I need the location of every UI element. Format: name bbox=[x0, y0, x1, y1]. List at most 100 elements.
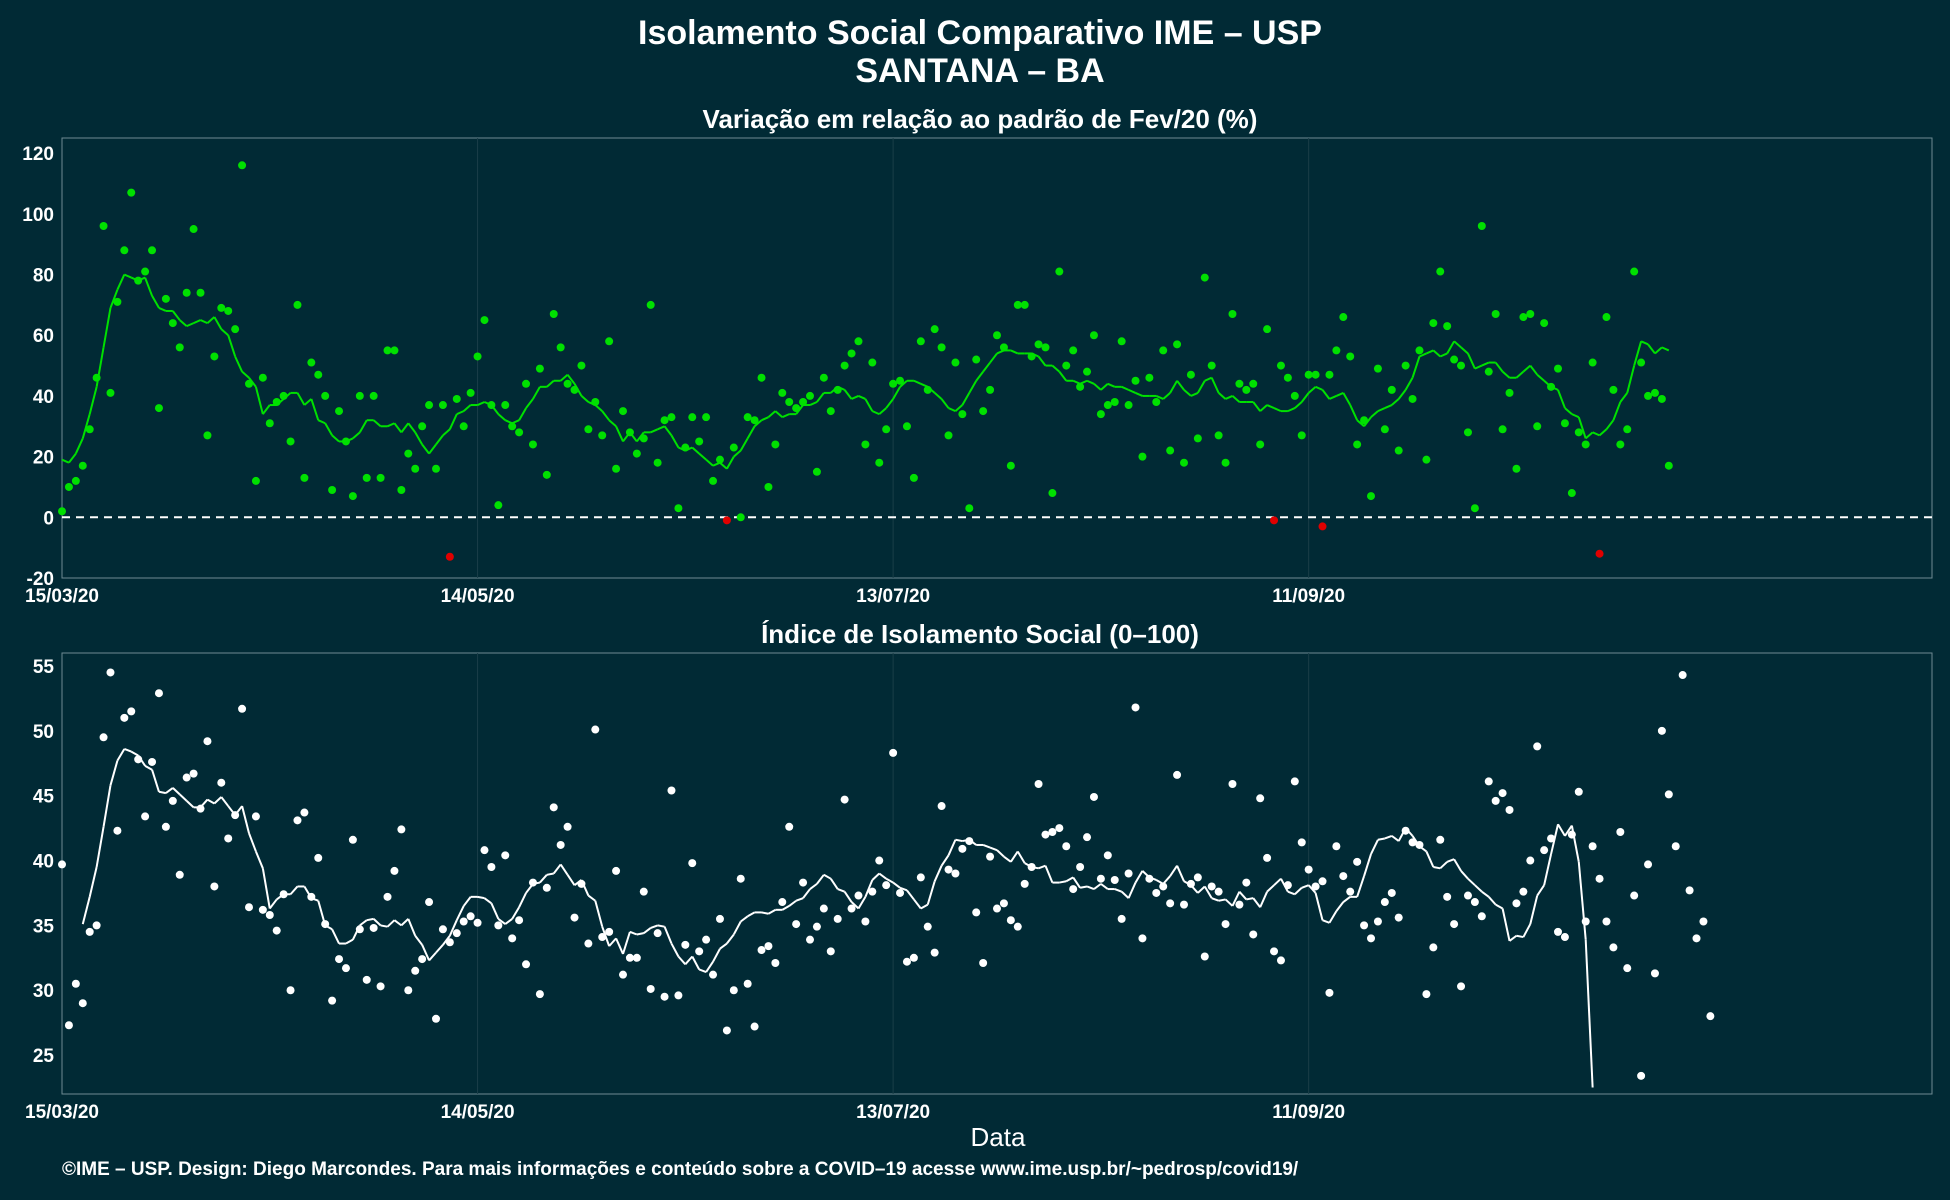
data-point bbox=[1664, 461, 1673, 470]
trend-line-segment bbox=[400, 918, 409, 927]
trend-line-segment bbox=[296, 392, 306, 406]
trend-line-segment bbox=[934, 392, 943, 400]
trend-line-segment bbox=[1474, 884, 1483, 893]
data-point bbox=[1450, 920, 1459, 929]
data-point bbox=[1470, 898, 1479, 907]
data-point bbox=[812, 922, 821, 931]
trend-line-segment bbox=[691, 956, 701, 970]
trend-line-segment bbox=[871, 872, 880, 881]
data-point bbox=[570, 913, 579, 922]
data-point bbox=[161, 294, 170, 303]
data-point bbox=[882, 425, 891, 434]
trend-line-segment bbox=[213, 796, 222, 805]
data-point bbox=[1533, 422, 1542, 431]
data-point bbox=[833, 385, 842, 394]
trend-line-segment bbox=[130, 750, 139, 757]
data-point bbox=[993, 904, 1001, 913]
trend-line-segment bbox=[324, 422, 333, 436]
data-point bbox=[376, 473, 385, 482]
trend-line-segment bbox=[740, 915, 749, 923]
data-point bbox=[902, 957, 911, 966]
trend-line-segment bbox=[864, 398, 874, 412]
data-point bbox=[99, 733, 108, 742]
data-point bbox=[397, 486, 406, 494]
data-point bbox=[134, 755, 143, 764]
data-point bbox=[1408, 838, 1417, 847]
trend-line-segment bbox=[857, 896, 867, 910]
data-point bbox=[1554, 364, 1562, 373]
data-point bbox=[300, 808, 309, 817]
trend-line-segment bbox=[532, 386, 541, 400]
data-point bbox=[161, 822, 170, 831]
data-point bbox=[591, 725, 600, 734]
trend-line-segment bbox=[220, 328, 229, 336]
trend-line-segment bbox=[1626, 365, 1636, 394]
data-point bbox=[944, 431, 953, 440]
trend-line-segment bbox=[643, 927, 652, 934]
data-point bbox=[1103, 851, 1112, 860]
trend-line-segment bbox=[144, 764, 153, 771]
trend-line-segment bbox=[380, 924, 388, 928]
trend-line-segment bbox=[1314, 892, 1324, 921]
panel2-title: Índice de Isolamento Social (0–100) bbox=[761, 619, 1199, 649]
data-point bbox=[466, 388, 475, 397]
data-point bbox=[314, 853, 323, 862]
trend-line-segment bbox=[1577, 861, 1587, 940]
trend-line-segment bbox=[1259, 404, 1268, 412]
data-point bbox=[1138, 934, 1147, 943]
data-point bbox=[563, 379, 572, 388]
data-point bbox=[1228, 780, 1237, 789]
data-point bbox=[293, 816, 302, 825]
trend-line-segment bbox=[255, 851, 264, 869]
data-point bbox=[1131, 703, 1140, 712]
trend-line-segment bbox=[996, 849, 1005, 858]
trend-line-segment bbox=[1508, 934, 1518, 942]
trend-line-segment bbox=[88, 866, 98, 898]
data-point bbox=[1637, 1071, 1646, 1080]
trend-line-segment bbox=[1322, 919, 1330, 924]
y-tick-label: 45 bbox=[33, 787, 55, 808]
data-point bbox=[799, 878, 808, 887]
trend-line-segment bbox=[1522, 364, 1531, 373]
trend-line-segment bbox=[920, 903, 929, 910]
data-point bbox=[480, 846, 489, 855]
trend-line-segment bbox=[926, 880, 936, 905]
trend-line-segment bbox=[1294, 401, 1303, 409]
trend-line-segment bbox=[241, 370, 250, 379]
trend-line-segment bbox=[116, 274, 126, 291]
trend-line-segment bbox=[802, 888, 811, 899]
trend-line-segment bbox=[393, 422, 403, 433]
data-point bbox=[1380, 898, 1389, 907]
trend-line-segment bbox=[615, 425, 624, 442]
trend-line-segment bbox=[975, 371, 984, 382]
trend-line-segment bbox=[1370, 839, 1379, 855]
y-tick-label: 100 bbox=[22, 205, 54, 226]
data-point bbox=[653, 929, 662, 938]
data-point bbox=[286, 986, 295, 995]
data-point bbox=[639, 434, 648, 443]
data-point bbox=[1463, 428, 1472, 437]
trend-line-segment bbox=[1397, 389, 1407, 400]
data-point bbox=[452, 394, 461, 403]
data-point bbox=[743, 413, 752, 422]
data-point bbox=[265, 911, 274, 920]
trend-line-segment bbox=[1266, 884, 1275, 893]
trend-line-segment bbox=[650, 924, 658, 929]
data-point bbox=[78, 999, 87, 1008]
data-point bbox=[522, 960, 531, 969]
data-point bbox=[210, 882, 219, 891]
data-point bbox=[1242, 878, 1251, 887]
data-point bbox=[383, 346, 392, 355]
data-point bbox=[750, 1022, 759, 1031]
data-point bbox=[1387, 385, 1396, 394]
trend-line-segment bbox=[1169, 380, 1178, 394]
trend-line-segment bbox=[691, 446, 700, 455]
data-point bbox=[1491, 310, 1500, 318]
data-point bbox=[1263, 853, 1272, 862]
data-point bbox=[1020, 879, 1029, 888]
trend-line-segment bbox=[566, 374, 576, 385]
data-point bbox=[1249, 379, 1258, 388]
trend-line-segment bbox=[698, 968, 707, 974]
data-point bbox=[438, 401, 447, 410]
trend-line-segment bbox=[345, 938, 354, 945]
